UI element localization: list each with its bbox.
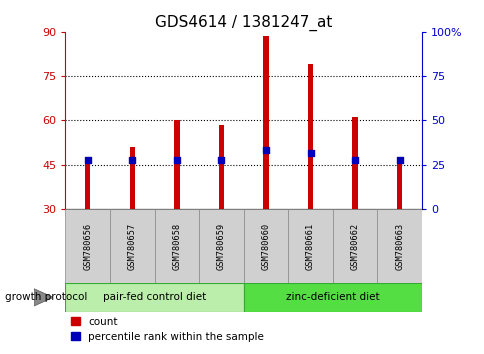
Bar <box>396 159 402 209</box>
Text: GSM780657: GSM780657 <box>128 222 136 270</box>
Bar <box>263 36 268 209</box>
Point <box>173 157 181 163</box>
Point <box>128 157 136 163</box>
Text: GSM780661: GSM780661 <box>305 222 315 270</box>
Text: growth protocol: growth protocol <box>5 292 87 302</box>
Text: pair-fed control diet: pair-fed control diet <box>103 292 206 302</box>
FancyBboxPatch shape <box>287 209 332 283</box>
FancyBboxPatch shape <box>110 209 154 283</box>
FancyBboxPatch shape <box>199 209 243 283</box>
Point <box>84 157 91 163</box>
Polygon shape <box>34 289 53 306</box>
Point <box>217 157 225 163</box>
Text: GSM780659: GSM780659 <box>216 222 226 270</box>
Bar <box>174 120 179 209</box>
Title: GDS4614 / 1381247_at: GDS4614 / 1381247_at <box>155 14 332 30</box>
Bar <box>352 118 357 209</box>
FancyBboxPatch shape <box>65 209 110 283</box>
Text: GSM780658: GSM780658 <box>172 222 181 270</box>
Point <box>350 157 358 163</box>
Bar <box>307 64 313 209</box>
Text: zinc-deficient diet: zinc-deficient diet <box>286 292 379 302</box>
FancyBboxPatch shape <box>377 209 421 283</box>
Bar <box>218 125 224 209</box>
Bar <box>129 147 135 209</box>
Bar <box>85 163 90 209</box>
Point <box>261 147 269 153</box>
Point <box>395 157 403 163</box>
FancyBboxPatch shape <box>154 209 199 283</box>
Text: GSM780660: GSM780660 <box>261 222 270 270</box>
FancyBboxPatch shape <box>243 209 287 283</box>
Text: GSM780663: GSM780663 <box>394 222 403 270</box>
Text: GSM780662: GSM780662 <box>350 222 359 270</box>
FancyBboxPatch shape <box>332 209 377 283</box>
FancyBboxPatch shape <box>243 283 421 312</box>
Text: GSM780656: GSM780656 <box>83 222 92 270</box>
FancyBboxPatch shape <box>65 283 243 312</box>
Point <box>306 150 314 156</box>
Legend: count, percentile rank within the sample: count, percentile rank within the sample <box>71 317 264 342</box>
